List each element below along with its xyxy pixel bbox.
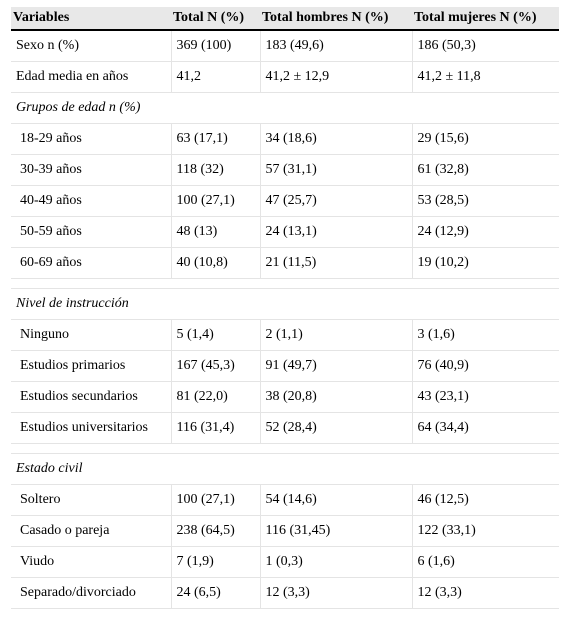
table-spacer-row [11, 443, 559, 454]
cell-variable: Estudios primarios [11, 350, 172, 382]
demographics-table-container: Variables Total N (%) Total hombres N (%… [11, 7, 559, 609]
cell-women: 41,2 ± 11,8 [412, 61, 559, 93]
cell-men: 2 (1,1) [260, 319, 413, 351]
cell-men: 47 (25,7) [260, 185, 413, 217]
cell-variable: Viudo [11, 546, 172, 578]
cell-variable: Edad media en años [11, 61, 172, 93]
cell-variable: Sexo n (%) [11, 30, 172, 62]
cell-men: 12 (3,3) [260, 577, 413, 609]
cell-variable: Casado o pareja [11, 515, 172, 547]
cell-variable: 50-59 años [11, 216, 172, 248]
cell-total: 5 (1,4) [171, 319, 261, 351]
cell-women: 53 (28,5) [412, 185, 559, 217]
cell-men: 24 (13,1) [260, 216, 413, 248]
section-label: Grupos de edad n (%) [11, 92, 559, 124]
cell-women: 186 (50,3) [412, 30, 559, 62]
table-row: 50-59 años 48 (13) 24 (13,1) 24 (12,9) [11, 216, 559, 248]
cell-total: 116 (31,4) [171, 412, 261, 444]
header-row: Variables Total N (%) Total hombres N (%… [11, 7, 559, 31]
cell-women: 19 (10,2) [412, 247, 559, 279]
cell-women: 76 (40,9) [412, 350, 559, 382]
cell-women: 122 (33,1) [412, 515, 559, 547]
cell-men: 57 (31,1) [260, 154, 413, 186]
table-row: Sexo n (%) 369 (100) 183 (49,6) 186 (50,3) [11, 30, 559, 62]
cell-women: 61 (32,8) [412, 154, 559, 186]
cell-women: 43 (23,1) [412, 381, 559, 413]
cell-women: 24 (12,9) [412, 216, 559, 248]
table-row: 40-49 años 100 (27,1) 47 (25,7) 53 (28,5) [11, 185, 559, 217]
cell-women: 46 (12,5) [412, 484, 559, 516]
cell-women: 12 (3,3) [412, 577, 559, 609]
cell-total: 24 (6,5) [171, 577, 261, 609]
demographics-table: Variables Total N (%) Total hombres N (%… [11, 7, 559, 609]
cell-variable: Ninguno [11, 319, 172, 351]
cell-men: 91 (49,7) [260, 350, 413, 382]
header-men: Total hombres N (%) [260, 7, 412, 31]
cell-men: 38 (20,8) [260, 381, 413, 413]
spacer-cell [11, 443, 559, 454]
table-row: Separado/divorciado 24 (6,5) 12 (3,3) 12 (3… [11, 577, 559, 609]
cell-total: 40 (10,8) [171, 247, 261, 279]
cell-men: 52 (28,4) [260, 412, 413, 444]
cell-variable: Estudios secundarios [11, 381, 172, 413]
section-header-row: Nivel de instrucción [11, 288, 559, 320]
cell-women: 3 (1,6) [412, 319, 559, 351]
cell-total: 167 (45,3) [171, 350, 261, 382]
cell-men: 116 (31,45) [260, 515, 413, 547]
section-label: Nivel de instrucción [11, 288, 559, 320]
spacer-cell [11, 278, 559, 289]
cell-women: 29 (15,6) [412, 123, 559, 155]
cell-variable: Estudios universitarios [11, 412, 172, 444]
cell-men: 41,2 ± 12,9 [260, 61, 413, 93]
cell-men: 1 (0,3) [260, 546, 413, 578]
cell-variable: 60-69 años [11, 247, 172, 279]
cell-total: 238 (64,5) [171, 515, 261, 547]
cell-total: 7 (1,9) [171, 546, 261, 578]
cell-total: 369 (100) [171, 30, 261, 62]
cell-total: 63 (17,1) [171, 123, 261, 155]
cell-variable: 40-49 años [11, 185, 172, 217]
cell-women: 64 (34,4) [412, 412, 559, 444]
cell-variable: 18-29 años [11, 123, 172, 155]
table-row: Estudios secundarios 81 (22,0) 38 (20,8) 43… [11, 381, 559, 413]
cell-variable: Soltero [11, 484, 172, 516]
cell-men: 54 (14,6) [260, 484, 413, 516]
cell-variable: 30-39 años [11, 154, 172, 186]
section-header-row: Grupos de edad n (%) [11, 92, 559, 124]
cell-total: 41,2 [171, 61, 261, 93]
table-row: 60-69 años 40 (10,8) 21 (11,5) 19 (10,2) [11, 247, 559, 279]
cell-men: 183 (49,6) [260, 30, 413, 62]
cell-total: 118 (32) [171, 154, 261, 186]
table-body: Sexo n (%) 369 (100) 183 (49,6) 186 (50,3) E… [11, 30, 559, 609]
table-row: Casado o pareja 238 (64,5) 116 (31,45) 122 … [11, 515, 559, 547]
table-row: Estudios primarios 167 (45,3) 91 (49,7) 76 … [11, 350, 559, 382]
section-label: Estado civil [11, 453, 559, 485]
table-row: Edad media en años 41,2 41,2 ± 12,9 41,2 ± … [11, 61, 559, 93]
cell-total: 100 (27,1) [171, 185, 261, 217]
table-row: Ninguno 5 (1,4) 2 (1,1) 3 (1,6) [11, 319, 559, 351]
table-row: Soltero 100 (27,1) 54 (14,6) 46 (12,5) [11, 484, 559, 516]
table-header: Variables Total N (%) Total hombres N (%… [11, 7, 559, 31]
section-header-row: Estado civil [11, 453, 559, 485]
cell-total: 48 (13) [171, 216, 261, 248]
header-women: Total mujeres N (%) [412, 7, 559, 31]
table-row: 18-29 años 63 (17,1) 34 (18,6) 29 (15,6) [11, 123, 559, 155]
cell-total: 81 (22,0) [171, 381, 261, 413]
cell-men: 34 (18,6) [260, 123, 413, 155]
cell-variable: Separado/divorciado [11, 577, 172, 609]
cell-men: 21 (11,5) [260, 247, 413, 279]
table-row: Estudios universitarios 116 (31,4) 52 (28,… [11, 412, 559, 444]
table-row: Viudo 7 (1,9) 1 (0,3) 6 (1,6) [11, 546, 559, 578]
cell-women: 6 (1,6) [412, 546, 559, 578]
table-row: 30-39 años 118 (32) 57 (31,1) 61 (32,8) [11, 154, 559, 186]
table-spacer-row [11, 278, 559, 289]
cell-total: 100 (27,1) [171, 484, 261, 516]
header-total: Total N (%) [171, 7, 260, 31]
header-variables: Variables [11, 7, 171, 31]
